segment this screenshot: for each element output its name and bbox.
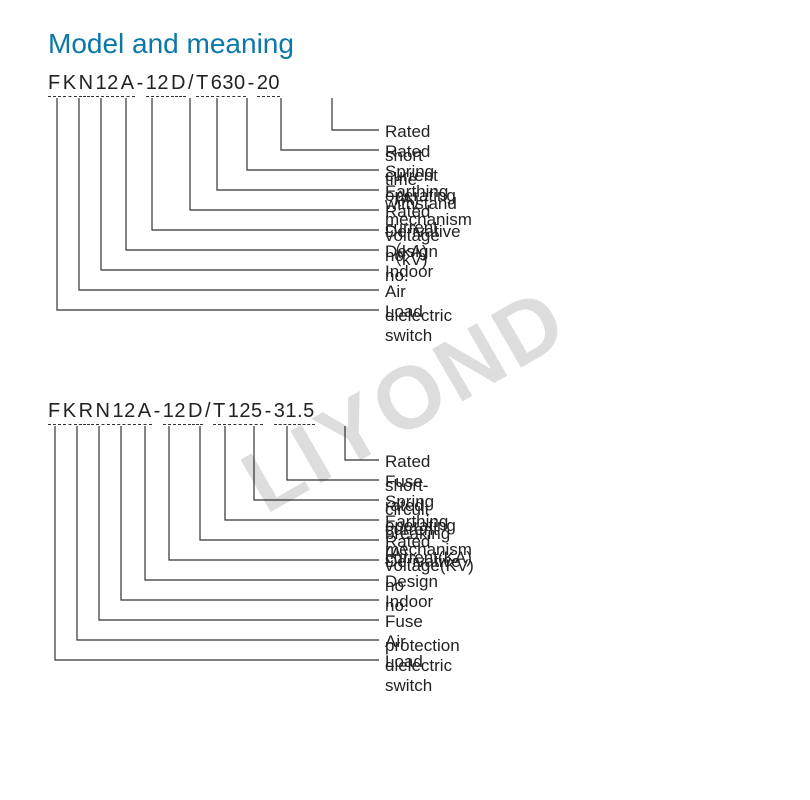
code-segment: N	[96, 400, 111, 425]
description-label: Load switch	[385, 650, 432, 698]
code-segment: K	[63, 400, 77, 425]
code-segment: 12	[163, 400, 186, 425]
code-separator: -	[154, 400, 161, 422]
code-segment: D	[188, 400, 203, 425]
code-separator: -	[265, 400, 272, 422]
model-code: FKRN12A-12D/T125-31.5	[48, 400, 317, 425]
code-segment: A	[138, 400, 152, 425]
code-segment: 12	[112, 400, 135, 425]
code-segment: T	[213, 400, 226, 425]
code-segment: 125	[228, 400, 263, 425]
code-segment: R	[79, 400, 94, 425]
code-segment: 31.5	[274, 400, 315, 425]
code-separator: /	[205, 400, 211, 422]
code-segment: F	[48, 400, 61, 425]
